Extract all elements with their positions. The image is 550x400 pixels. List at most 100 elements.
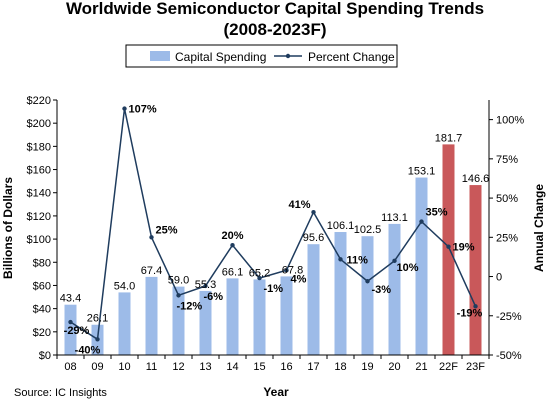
y-tick-label: $140 xyxy=(27,188,51,200)
percent-change-point-19 xyxy=(365,279,370,284)
pct-label-19: -3% xyxy=(372,284,392,296)
percent-change-point-16 xyxy=(284,268,289,273)
pct-label-12: -12% xyxy=(177,300,203,312)
bar-label-19: 102.5 xyxy=(354,224,382,236)
pct-label-09: -40% xyxy=(75,344,101,356)
bar-label-13: 55.3 xyxy=(195,279,216,291)
x-tick-label: 10 xyxy=(118,361,130,373)
bar-label-08: 43.4 xyxy=(60,293,81,305)
bar-label-22F: 181.7 xyxy=(435,132,463,144)
y-tick-label: $120 xyxy=(27,211,51,223)
bar-label-23F: 146.6 xyxy=(462,173,490,185)
y-tick-label: $100 xyxy=(27,234,51,246)
x-tick-label: 13 xyxy=(199,361,211,373)
y-tick-label: $160 xyxy=(27,165,51,177)
pct-label-21: 35% xyxy=(426,207,448,219)
legend-swatch-percent-change-marker xyxy=(285,53,291,59)
bar-label-18: 106.1 xyxy=(327,220,355,232)
pct-label-17: 41% xyxy=(288,199,310,211)
percent-change-point-14 xyxy=(230,242,235,248)
y-tick-label: $200 xyxy=(27,118,51,130)
x-tick-label: 22F xyxy=(439,361,458,373)
x-tick-label: 16 xyxy=(280,361,292,373)
bar-11 xyxy=(145,276,158,355)
percent-change-line xyxy=(70,108,477,341)
pct-label-10: 107% xyxy=(129,104,157,116)
bar-15 xyxy=(253,279,266,355)
y2-tick-label: 25% xyxy=(496,232,518,244)
bar-label-12: 59.0 xyxy=(168,275,189,287)
x-tick-label: 14 xyxy=(226,361,238,373)
pct-label-13: -6% xyxy=(204,291,224,303)
y2-tick-label: 100% xyxy=(496,115,524,127)
bar-21 xyxy=(415,177,428,355)
percent-change-point-10 xyxy=(122,106,127,111)
x-axis-label: Year xyxy=(263,385,289,399)
pct-label-08: -29% xyxy=(64,325,90,337)
bar-label-09: 26.1 xyxy=(87,313,108,325)
x-tick-label: 21 xyxy=(415,361,427,373)
percent-change-point-23F xyxy=(473,304,478,309)
y2-axis-label: Annual Change xyxy=(532,184,546,272)
bar-label-17: 95.6 xyxy=(303,232,324,244)
x-tick-label: 09 xyxy=(91,361,103,373)
bar-08 xyxy=(64,304,77,355)
x-tick-label: 23F xyxy=(466,361,485,373)
pct-label-14: 20% xyxy=(221,230,243,242)
bar-label-21: 153.1 xyxy=(408,166,436,178)
percent-change-point-15 xyxy=(257,275,262,281)
bar-10 xyxy=(118,292,131,355)
percent-change-point-22F xyxy=(446,244,451,249)
y2-tick-label: -50% xyxy=(496,350,522,362)
pct-label-23F: -19% xyxy=(457,307,483,319)
y2-tick-label: 0 xyxy=(496,272,502,284)
pct-label-18: 11% xyxy=(347,254,369,266)
bar-label-16: 67.8 xyxy=(282,264,303,276)
bar-19 xyxy=(361,236,374,355)
bar-18 xyxy=(334,232,347,355)
percent-change-point-21 xyxy=(419,219,424,224)
bar-label-11: 67.4 xyxy=(141,265,162,277)
bar-label-15: 65.2 xyxy=(249,267,270,279)
bar-16 xyxy=(280,276,293,355)
x-tick-label: 20 xyxy=(388,361,400,373)
chart-title-line1: Worldwide Semiconductor Capital Spending… xyxy=(66,0,484,18)
bar-12 xyxy=(172,286,185,355)
percent-change-point-13 xyxy=(203,283,208,289)
y-tick-label: $0 xyxy=(39,350,51,362)
percent-change-point-11 xyxy=(149,235,154,240)
y-tick-label: $40 xyxy=(33,304,51,316)
pct-label-22F: 19% xyxy=(453,242,475,254)
percent-change-point-18 xyxy=(338,257,343,262)
legend-label-percent-change: Percent Change xyxy=(308,50,395,64)
percent-change-point-09 xyxy=(95,337,100,342)
x-tick-label: 17 xyxy=(307,361,319,373)
y2-tick-label: 50% xyxy=(496,193,518,205)
x-tick-label: 18 xyxy=(334,361,346,373)
bar-label-20: 113.1 xyxy=(381,212,408,224)
percent-change-point-17 xyxy=(311,210,316,215)
legend-swatch-capital-spending xyxy=(150,51,170,61)
chart-title-line2: (2008-2023F) xyxy=(223,20,326,39)
x-tick-label: 19 xyxy=(361,361,373,373)
bar-23F xyxy=(469,185,482,355)
y-tick-label: $80 xyxy=(33,257,51,269)
x-tick-label: 08 xyxy=(64,361,76,373)
legend: Capital Spending Percent Change xyxy=(125,44,398,68)
bar-17 xyxy=(307,244,320,355)
y-axis-label: Billions of Dollars xyxy=(1,177,15,279)
pct-label-16: 4% xyxy=(291,273,307,285)
percent-change-point-20 xyxy=(392,258,397,264)
y2-tick-label: -25% xyxy=(496,311,522,323)
percent-change-point-12 xyxy=(176,293,181,298)
y-tick-label: $180 xyxy=(27,141,51,153)
bar-13 xyxy=(199,290,212,355)
y-tick-label: $20 xyxy=(33,327,51,339)
x-tick-label: 11 xyxy=(146,361,157,373)
percent-change-point-08 xyxy=(68,319,73,325)
legend-label-capital-spending: Capital Spending xyxy=(175,50,266,64)
bar-label-10: 54.0 xyxy=(114,280,135,292)
pct-label-11: 25% xyxy=(156,224,178,236)
x-tick-label: 15 xyxy=(253,361,265,373)
